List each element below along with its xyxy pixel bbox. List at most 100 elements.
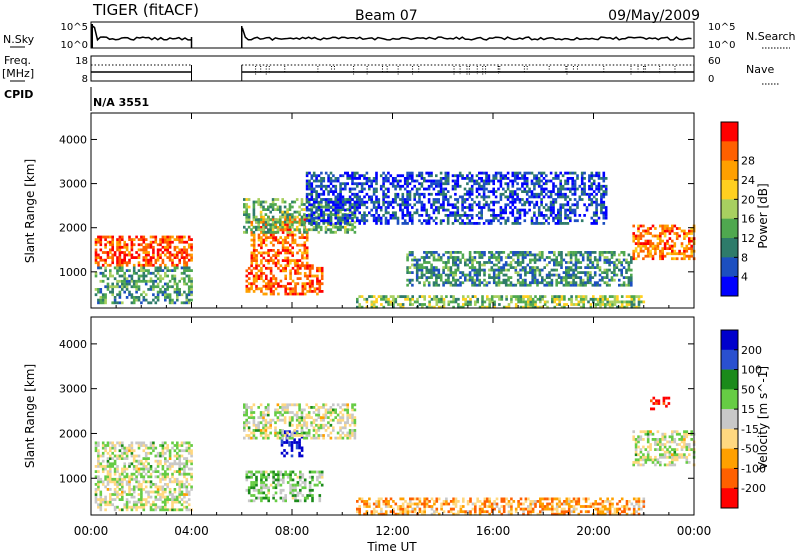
scatter-cell [247,213,251,216]
scatter-cell [161,293,165,297]
scatter-cell [288,441,291,444]
scatter-cell [291,494,295,497]
scatter-cell [360,187,364,191]
scatter-cell [497,283,501,287]
scatter-cell [332,208,335,212]
scatter-cell [152,256,155,259]
scatter-cell [566,216,570,220]
scatter-cell [161,235,165,239]
scatter-cell [159,263,162,267]
scatter-cell [171,258,174,262]
scatter-cell [315,208,318,212]
scatter-cell [604,187,608,191]
scatter-cell [401,174,405,178]
scatter-cell [183,269,186,272]
scatter-cell [538,258,542,262]
scatter-cell [183,271,186,275]
scatter-cell [579,278,583,282]
scatter-cell [137,488,141,491]
scatter-cell [106,277,110,281]
scatter-cell [406,266,409,269]
scatter-cell [356,200,359,204]
scatter-cell [106,444,110,447]
scatter-cell [245,475,249,479]
scatter-cell [356,206,359,209]
scatter-cell [303,208,306,211]
scatter-cell [427,184,431,188]
scatter-cell [312,213,316,216]
scatter-cell [111,457,114,460]
scatter-cell [611,303,614,306]
scatter-cell [456,177,460,180]
scatter-cell [466,198,469,201]
scatter-cell [562,283,566,287]
scatter-cell [583,184,586,188]
scatter-cell [555,295,559,298]
scatter-cell [559,214,562,217]
scatter-cell [504,174,507,178]
scatter-cell [530,195,534,199]
scatter-cell [574,276,578,279]
scatter-cell [416,300,419,304]
scatter-cell [121,301,124,305]
scatter-cell [283,430,286,434]
scatter-cell [269,230,272,234]
scatter-cell [392,297,395,301]
scatter-cell [504,182,507,186]
scatter-cell [267,279,270,283]
scatter-cell [339,190,342,193]
scatter-cell [442,303,446,306]
scatter-cell [185,457,189,460]
scatter-cell [353,182,357,186]
scatter-cell [435,300,439,304]
scatter-cell [101,251,105,254]
scatter-cell [507,268,510,272]
scatter-cell [99,505,103,509]
scatter-cell [346,208,349,211]
scatter-cell [171,500,174,504]
scatter-cell [537,182,541,186]
scatter-cell [365,177,369,180]
scatter-cell [394,179,397,183]
scatter-cell [604,206,608,209]
scatter-cell [471,281,474,285]
scatter-cell [259,411,263,414]
scatter-cell [99,298,103,302]
scatter-cell [144,269,148,272]
scatter-cell [259,413,263,417]
scatter-cell [490,200,493,204]
scatter-cell [290,449,294,452]
scatter-cell [269,205,272,209]
scatter-cell [190,253,193,257]
scatter-cell [387,211,390,215]
scatter-cell [442,200,445,204]
scatter-cell [183,470,186,473]
scatter-cell [527,303,530,306]
scatter-cell [370,182,373,186]
scatter-cell [602,200,606,204]
scatter-cell [137,285,141,289]
scatter-cell [111,282,114,286]
scatter-cell [290,443,294,447]
scatter-cell [161,488,165,491]
scatter-cell [185,488,189,491]
scatter-cell [579,253,583,257]
scatter-cell [430,276,433,279]
scatter-cell [548,251,551,254]
scatter-cell [140,500,143,504]
scatter-cell [137,274,141,278]
scatter-cell [597,184,601,188]
scatter-cell [130,477,134,481]
scatter-cell [118,261,122,265]
scatter-cell [121,285,124,289]
scatter-cell [272,249,275,252]
scatter-cell [380,303,383,306]
scatter-cell [185,240,189,244]
scatter-cell [132,263,136,267]
scatter-cell [255,470,258,474]
scatter-cell [286,208,289,211]
scatter-cell [579,300,583,304]
scatter-cell [458,222,462,225]
scatter-cell [312,190,316,193]
scatter-cell [427,216,431,220]
